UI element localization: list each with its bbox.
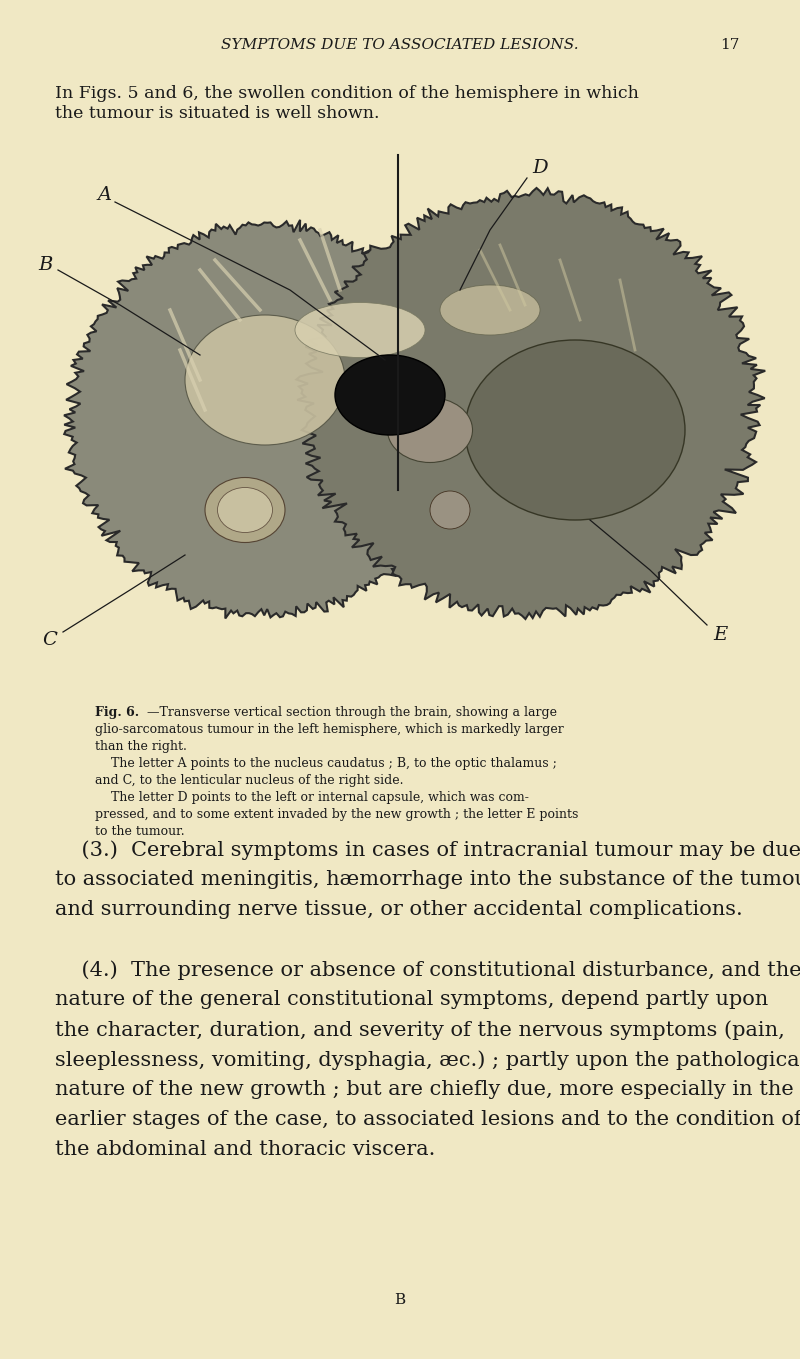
Text: (4.)  The presence or absence of constitutional disturbance, and the: (4.) The presence or absence of constitu… bbox=[55, 959, 800, 980]
Text: SYMPTOMS DUE TO ASSOCIATED LESIONS.: SYMPTOMS DUE TO ASSOCIATED LESIONS. bbox=[221, 38, 579, 52]
Text: pressed, and to some extent invaded by the new growth ; the letter E points: pressed, and to some extent invaded by t… bbox=[95, 809, 578, 821]
Ellipse shape bbox=[205, 477, 285, 542]
Text: to the tumour.: to the tumour. bbox=[95, 825, 185, 839]
Text: nature of the general constitutional symptoms, depend partly upon: nature of the general constitutional sym… bbox=[55, 989, 768, 1008]
Text: A: A bbox=[98, 186, 112, 204]
Ellipse shape bbox=[218, 488, 273, 533]
Ellipse shape bbox=[465, 340, 685, 520]
Text: The letter D points to the left or internal capsule, which was com-: The letter D points to the left or inter… bbox=[95, 791, 529, 805]
Text: glio-sarcomatous tumour in the left hemisphere, which is markedly larger: glio-sarcomatous tumour in the left hemi… bbox=[95, 723, 564, 737]
Text: (3.)  Cerebral symptoms in cases of intracranial tumour may be due: (3.) Cerebral symptoms in cases of intra… bbox=[55, 840, 800, 860]
Text: and C, to the lenticular nucleus of the right side.: and C, to the lenticular nucleus of the … bbox=[95, 775, 403, 787]
Polygon shape bbox=[64, 220, 466, 618]
Text: earlier stages of the case, to associated lesions and to the condition of: earlier stages of the case, to associate… bbox=[55, 1110, 800, 1129]
Ellipse shape bbox=[335, 355, 445, 435]
Text: 17: 17 bbox=[720, 38, 739, 52]
Bar bbox=[40, 140, 760, 685]
Polygon shape bbox=[296, 188, 766, 618]
Text: The letter A points to the nucleus caudatus ; B, to the optic thalamus ;: The letter A points to the nucleus cauda… bbox=[95, 757, 557, 771]
Ellipse shape bbox=[430, 491, 470, 529]
Text: sleeplessness, vomiting, dysphagia, æc.) ; partly upon the pathological: sleeplessness, vomiting, dysphagia, æc.)… bbox=[55, 1051, 800, 1070]
Ellipse shape bbox=[295, 303, 425, 357]
Text: E: E bbox=[713, 626, 727, 644]
Text: C: C bbox=[42, 631, 58, 650]
Text: the abdominal and thoracic viscera.: the abdominal and thoracic viscera. bbox=[55, 1140, 435, 1159]
Ellipse shape bbox=[185, 315, 345, 444]
Text: Fig. 6.: Fig. 6. bbox=[95, 705, 139, 719]
Ellipse shape bbox=[387, 397, 473, 462]
Text: to associated meningitis, hæmorrhage into the substance of the tumour: to associated meningitis, hæmorrhage int… bbox=[55, 870, 800, 889]
Text: nature of the new growth ; but are chiefly due, more especially in the: nature of the new growth ; but are chief… bbox=[55, 1080, 794, 1099]
Text: than the right.: than the right. bbox=[95, 741, 187, 753]
Text: In Figs. 5 and 6, the swollen condition of the hemisphere in which: In Figs. 5 and 6, the swollen condition … bbox=[55, 86, 639, 102]
Text: the tumour is situated is well shown.: the tumour is situated is well shown. bbox=[55, 105, 379, 122]
Text: B: B bbox=[394, 1292, 406, 1307]
Ellipse shape bbox=[440, 285, 540, 336]
Text: B: B bbox=[38, 255, 52, 275]
Text: the character, duration, and severity of the nervous symptoms (pain,: the character, duration, and severity of… bbox=[55, 1021, 785, 1040]
Text: and surrounding nerve tissue, or other accidental complications.: and surrounding nerve tissue, or other a… bbox=[55, 900, 742, 919]
Text: —Transverse vertical section through the brain, showing a large: —Transverse vertical section through the… bbox=[147, 705, 557, 719]
Text: D: D bbox=[532, 159, 548, 177]
